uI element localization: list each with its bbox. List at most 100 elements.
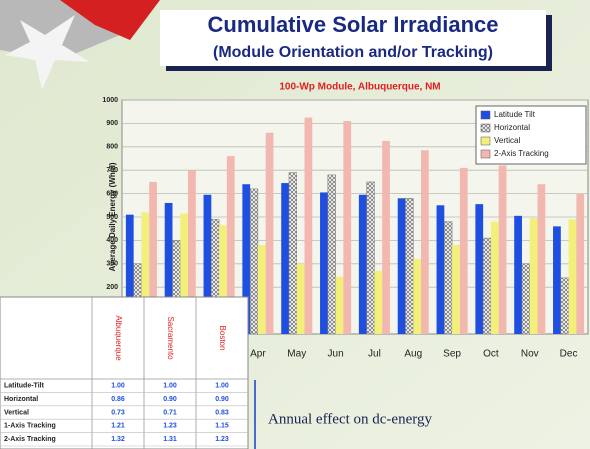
bar xyxy=(436,205,445,334)
column-header: Boston xyxy=(218,326,227,351)
x-tick-label: Apr xyxy=(250,349,266,360)
x-tick-label: Dec xyxy=(560,349,578,360)
table-cell: 1.15 xyxy=(215,423,229,430)
table-cell: 0.83 xyxy=(215,409,229,416)
bar xyxy=(327,174,336,335)
legend-swatch xyxy=(480,123,491,133)
bar xyxy=(444,221,453,335)
x-tick-label: Nov xyxy=(521,349,539,360)
bar xyxy=(475,204,484,334)
bar xyxy=(335,276,344,334)
legend-label: Horizontal xyxy=(494,123,530,132)
y-axis-label: Average Daily Energy (Wh/d) xyxy=(108,162,117,271)
row-label: Latitude-Tilt xyxy=(4,383,45,390)
column-header: Sacramento xyxy=(166,316,175,360)
bar xyxy=(180,213,189,334)
bar xyxy=(413,259,422,334)
row-label: Horizontal xyxy=(4,396,38,403)
table-cell: 0.90 xyxy=(215,396,229,403)
bar xyxy=(529,218,538,334)
bar xyxy=(242,184,251,334)
bar xyxy=(281,183,289,334)
bar xyxy=(141,212,150,334)
bar xyxy=(164,202,173,334)
bar xyxy=(125,214,134,334)
bar xyxy=(366,181,375,335)
table-cell: 0.90 xyxy=(163,396,177,403)
bar xyxy=(374,270,383,334)
x-tick-label: Sep xyxy=(443,349,461,360)
bar xyxy=(219,225,227,334)
bar xyxy=(149,181,157,334)
bar xyxy=(490,221,499,334)
bar xyxy=(226,156,235,334)
table-cell: 1.23 xyxy=(163,423,177,430)
star xyxy=(5,15,90,90)
bar xyxy=(320,192,328,334)
bar xyxy=(257,245,266,334)
bar xyxy=(265,132,274,334)
bar xyxy=(188,170,196,334)
legend-box xyxy=(475,105,587,165)
bar xyxy=(498,165,507,334)
x-tick-label: Jul xyxy=(368,349,381,360)
bar xyxy=(553,226,561,334)
row-label: 1-Axis Tracking xyxy=(4,423,56,430)
bar xyxy=(421,150,429,334)
bar xyxy=(459,167,468,334)
bar xyxy=(382,140,390,334)
chart-title: 100-Wp Module, Albuquerque, NM xyxy=(279,82,440,93)
column-header: Albuquerque xyxy=(114,315,123,361)
bar xyxy=(203,194,212,334)
table-cell: 0.73 xyxy=(111,409,125,416)
x-tick-label: May xyxy=(287,349,306,360)
bar xyxy=(343,121,352,334)
bar xyxy=(249,188,259,335)
y-tick-label: 900 xyxy=(106,120,118,127)
bar xyxy=(452,245,460,334)
bar xyxy=(482,237,492,335)
note: Annual effect on dc-energy xyxy=(268,411,432,427)
bar xyxy=(304,117,313,334)
legend-swatch xyxy=(480,149,491,159)
table-cell: 0.71 xyxy=(163,409,177,416)
x-tick-label: Jun xyxy=(328,349,344,360)
bar xyxy=(405,198,414,335)
legend-label: 2-Axis Tracking xyxy=(494,149,549,158)
title-box xyxy=(160,10,546,66)
y-tick-label: 700 xyxy=(106,167,118,174)
bar xyxy=(521,263,531,335)
slide-title: Cumulative Solar Irradiance xyxy=(208,12,499,37)
table-cell: 1.00 xyxy=(163,383,177,390)
y-tick-label: 500 xyxy=(106,214,118,221)
bar xyxy=(537,184,546,334)
bar xyxy=(288,172,298,335)
y-tick-label: 800 xyxy=(106,144,118,151)
bar xyxy=(576,193,585,334)
bar xyxy=(358,194,367,334)
y-tick-label: 600 xyxy=(106,190,118,197)
table-cell: 1.23 xyxy=(215,436,229,443)
chart: 200 300 400 500 600 700 800 900 1000 Average Dail… xyxy=(102,97,589,360)
slide-subtitle: (Module Orientation and/or Tracking) xyxy=(213,44,493,61)
bar xyxy=(397,198,406,334)
bar xyxy=(514,215,522,334)
bar xyxy=(560,277,569,335)
legend-swatch xyxy=(480,136,491,146)
bar xyxy=(296,263,305,334)
decoration xyxy=(60,0,160,40)
bar xyxy=(568,219,577,334)
legend-label: Latitude Tilt xyxy=(494,110,536,119)
y-tick-label: 200 xyxy=(106,284,118,291)
table-cell: 1.00 xyxy=(111,383,125,390)
legend-swatch xyxy=(480,110,491,120)
legend-label: Vertical xyxy=(494,136,520,145)
x-tick-label: Aug xyxy=(404,349,422,360)
x-tick-label: Oct xyxy=(483,349,499,360)
table-cell: 1.31 xyxy=(163,436,177,443)
table-cell: 1.00 xyxy=(215,383,229,390)
row-label: 2-Axis Tracking xyxy=(4,436,56,443)
table-bg xyxy=(0,296,249,449)
y-tick-label: 400 xyxy=(106,237,118,244)
y-tick-label: 300 xyxy=(106,261,118,268)
